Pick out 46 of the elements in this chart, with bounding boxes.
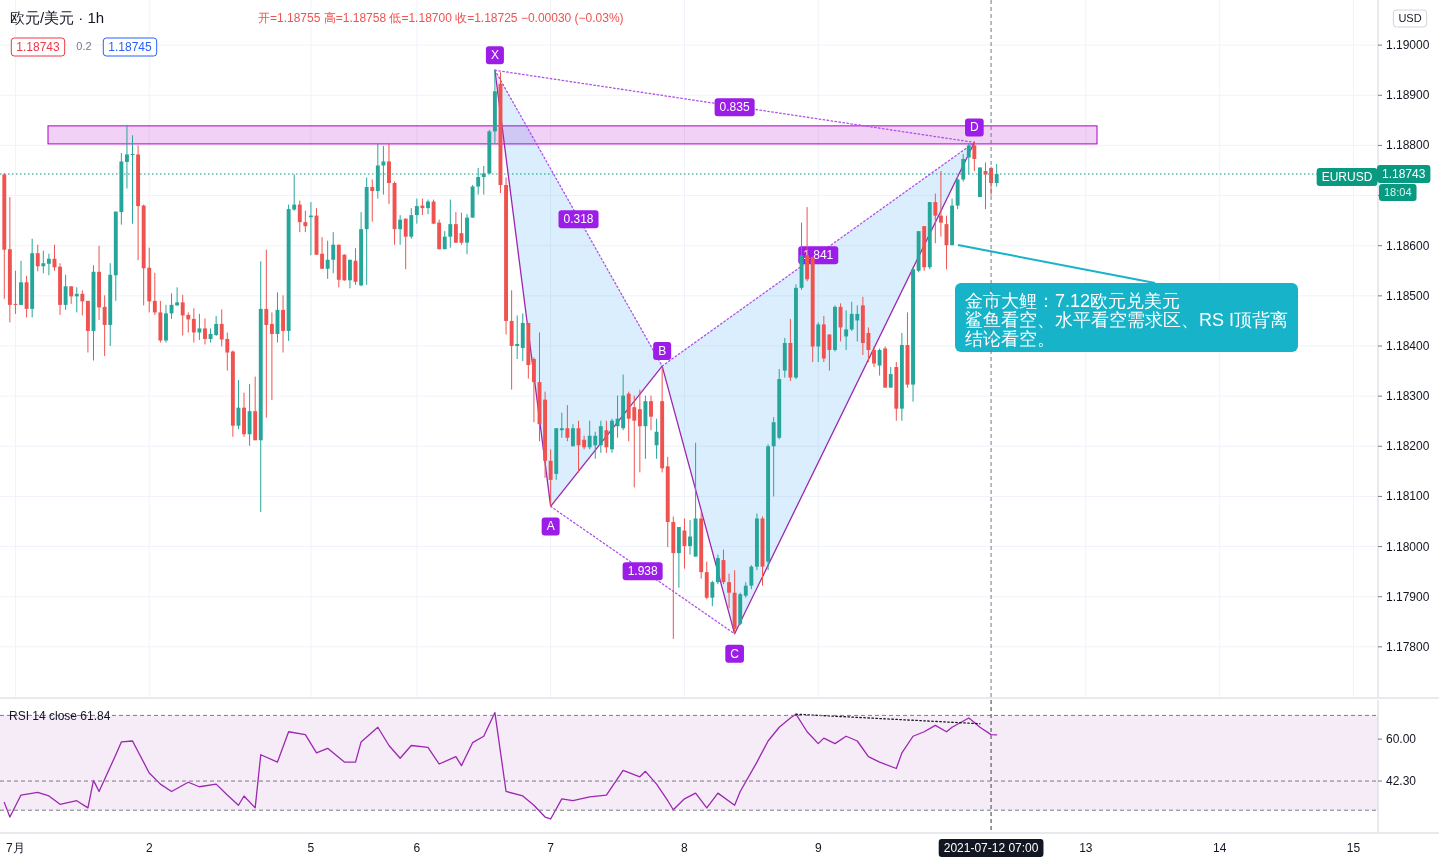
y-tick-label: 1.18600 [1386, 238, 1430, 253]
x-tick-label: 6 [413, 841, 421, 855]
x-tick-label: 13 [1079, 841, 1093, 855]
ref-line-label: 1.18743 [1382, 167, 1426, 181]
annotation: A [546, 519, 555, 534]
y-tick-label: 1.18500 [1386, 288, 1430, 303]
y-tick-label: 1.19000 [1386, 38, 1430, 53]
annotation: B [658, 344, 667, 359]
annotation: 金市大鲤：7.12欧元兑美元 [965, 291, 1181, 311]
y-tick-label: 1.18400 [1386, 338, 1430, 353]
annotation: 0.835 [719, 100, 750, 115]
annotation: EURUSD [1321, 170, 1373, 184]
annotation: 0.318 [563, 212, 594, 227]
text: 18:04 [1384, 186, 1412, 198]
y-tick-label: 1.18300 [1386, 389, 1430, 404]
text: 欧元/美元 · 1h [10, 9, 105, 26]
annotation: 1.938 [627, 564, 658, 579]
x-tick-label: 5 [307, 841, 315, 855]
x-tick-label: 2021-07-12 07:00 [943, 841, 1039, 855]
annotation: 鲨鱼看空、水平看空需求区、RS I顶背离 [965, 310, 1289, 330]
x-tick-label: 14 [1212, 841, 1227, 855]
annotation: 结论看空。 [965, 329, 1055, 349]
y-tick-label: 1.18200 [1386, 439, 1430, 454]
annotation: 0.2 [76, 40, 92, 52]
x-tick-label: 7 [547, 841, 555, 855]
y-tick-label: 1.18900 [1386, 88, 1430, 103]
x-tick-label: 8 [681, 841, 689, 855]
y-tick-label: 1.18100 [1386, 489, 1430, 504]
x-tick-label: 2 [145, 841, 153, 855]
x-tick-label: 7月 [6, 841, 25, 855]
text: 开=1.18755 高=1.18758 低=1.18700 收=1.18725 −0.00030 (−0.03%) [258, 11, 624, 25]
x-tick-label: 9 [814, 841, 822, 855]
y-axis-title: USD [1398, 12, 1422, 24]
text: RSI 14 close 61.84 [9, 709, 111, 723]
y-tick-label: 1.18000 [1386, 539, 1430, 554]
y-tick-label: 1.18800 [1386, 138, 1430, 153]
annotation: 1.18745 [108, 40, 153, 54]
annotation: C [730, 646, 740, 661]
y-tick-label: 1.17900 [1386, 589, 1430, 604]
x-tick-label: 15 [1346, 841, 1361, 855]
y-tick-label: 42.30 [1386, 774, 1417, 789]
annotation: X [490, 48, 499, 63]
annotation: 1.18743 [16, 40, 61, 54]
annotation: D [970, 120, 980, 135]
y-tick-label: 1.17800 [1386, 639, 1430, 654]
y-tick-label: 60.00 [1386, 732, 1417, 747]
